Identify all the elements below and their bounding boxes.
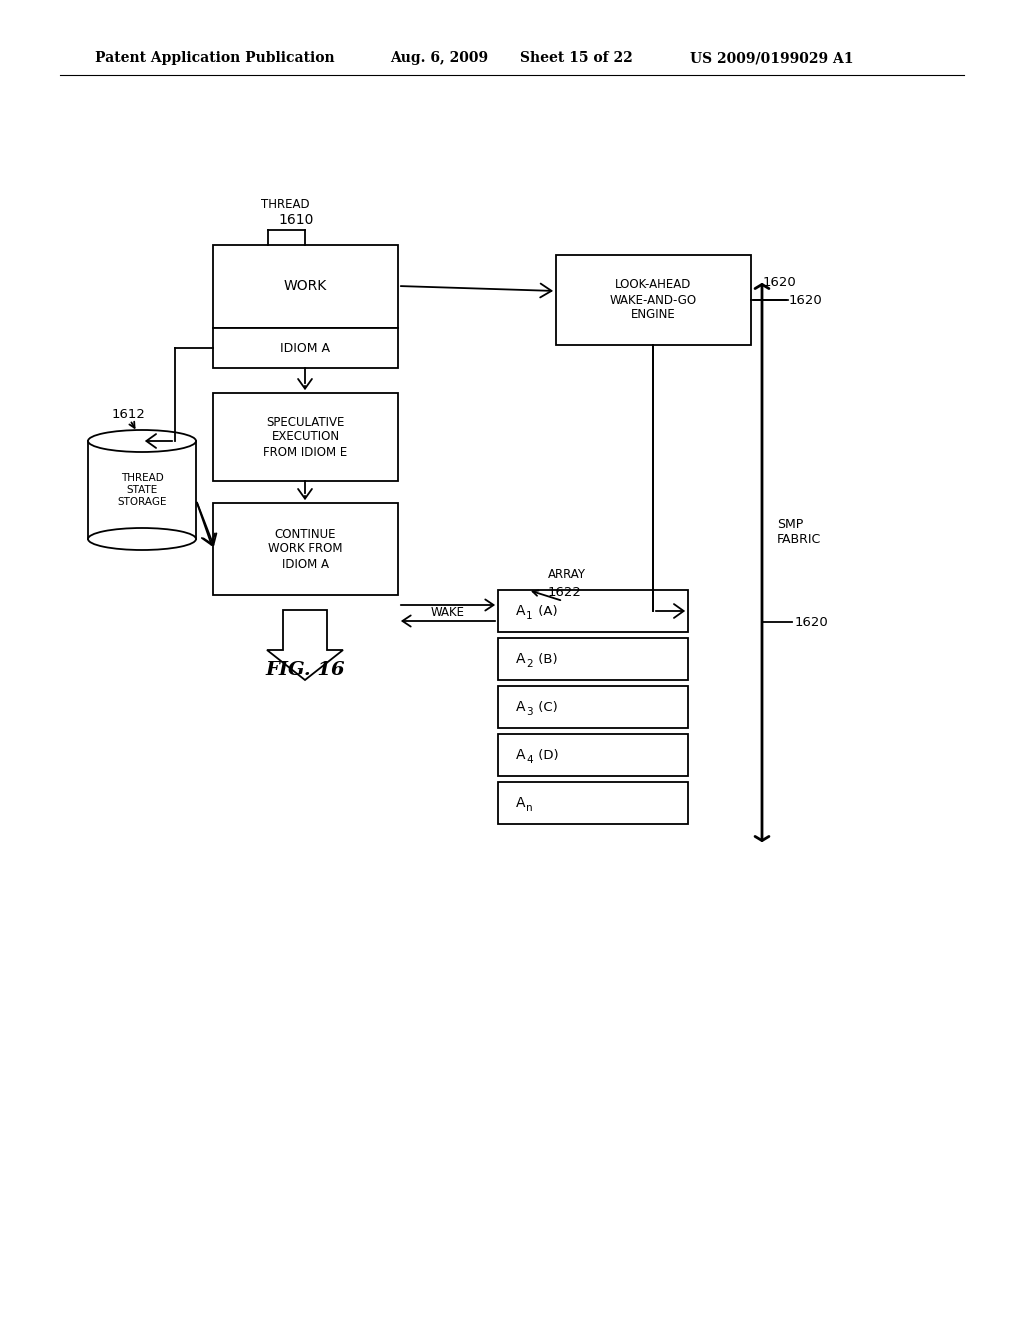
- Ellipse shape: [88, 430, 196, 451]
- Text: Aug. 6, 2009: Aug. 6, 2009: [390, 51, 488, 65]
- Text: Patent Application Publication: Patent Application Publication: [95, 51, 335, 65]
- Text: A: A: [516, 605, 525, 618]
- Ellipse shape: [88, 528, 196, 550]
- Text: ARRAY: ARRAY: [548, 569, 586, 582]
- Bar: [498, 590, 688, 632]
- Text: A: A: [516, 652, 525, 667]
- Bar: [498, 734, 688, 776]
- Text: 1620: 1620: [790, 293, 822, 306]
- Text: US 2009/0199029 A1: US 2009/0199029 A1: [690, 51, 853, 65]
- Text: A: A: [516, 796, 525, 810]
- Text: 1612: 1612: [112, 408, 145, 421]
- Bar: [498, 638, 688, 680]
- Text: 1622: 1622: [548, 586, 582, 598]
- Text: (A): (A): [534, 605, 558, 618]
- Bar: [213, 246, 398, 327]
- Text: THREAD: THREAD: [261, 198, 309, 211]
- Text: CONTINUE
WORK FROM
IDIOM A: CONTINUE WORK FROM IDIOM A: [268, 528, 343, 570]
- Text: THREAD
STATE
STORAGE: THREAD STATE STORAGE: [118, 474, 167, 507]
- Text: 1620: 1620: [763, 276, 797, 289]
- Text: SPECULATIVE
EXECUTION
FROM IDIOM E: SPECULATIVE EXECUTION FROM IDIOM E: [263, 416, 347, 458]
- Bar: [556, 255, 751, 345]
- Polygon shape: [267, 610, 343, 680]
- Text: Sheet 15 of 22: Sheet 15 of 22: [520, 51, 633, 65]
- Text: (C): (C): [534, 701, 558, 714]
- Bar: [498, 781, 688, 824]
- Text: FIG. 16: FIG. 16: [265, 661, 345, 678]
- Bar: [213, 327, 398, 368]
- Text: A: A: [516, 748, 525, 762]
- Text: 1610: 1610: [278, 213, 313, 227]
- Text: A: A: [516, 700, 525, 714]
- Text: (D): (D): [534, 748, 559, 762]
- Text: WORK: WORK: [284, 280, 327, 293]
- Text: 1: 1: [526, 611, 532, 620]
- Text: 2: 2: [526, 659, 532, 669]
- Bar: [213, 503, 398, 595]
- Bar: [213, 393, 398, 480]
- Text: IDIOM A: IDIOM A: [281, 342, 331, 355]
- Text: n: n: [526, 803, 532, 813]
- Text: 3: 3: [526, 708, 532, 717]
- Bar: [498, 686, 688, 729]
- Text: LOOK-AHEAD
WAKE-AND-GO
ENGINE: LOOK-AHEAD WAKE-AND-GO ENGINE: [610, 279, 697, 322]
- Text: 4: 4: [526, 755, 532, 766]
- Text: WAKE: WAKE: [431, 606, 465, 619]
- Text: (B): (B): [534, 652, 558, 665]
- Text: 1620: 1620: [795, 615, 828, 628]
- Bar: [88, 441, 196, 539]
- Text: SMP
FABRIC: SMP FABRIC: [777, 517, 821, 546]
